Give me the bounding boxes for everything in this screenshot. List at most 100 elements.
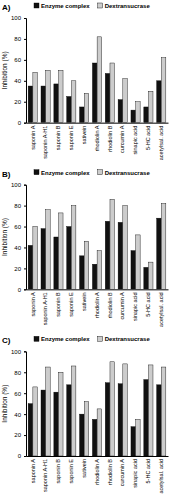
bar — [41, 390, 45, 456]
y-axis: 020406080100 — [11, 15, 27, 126]
x-tick-label: curcumin A — [119, 292, 125, 320]
legend-swatch — [98, 170, 103, 175]
y-tick-label: 100 — [11, 349, 22, 355]
panel-title: A) — [2, 3, 11, 12]
figure: A) 0 20 40 60 80 100 saponin A saponin A-H1 sapon… — [0, 0, 172, 500]
bar — [67, 97, 71, 123]
x-tick: 5-HC acid — [145, 289, 151, 316]
x-tick: acetylsal. acid — [158, 456, 164, 494]
bar — [136, 419, 140, 456]
bar — [123, 79, 127, 123]
bars — [28, 199, 166, 289]
bar — [71, 206, 75, 290]
y-tick: 60 — [14, 224, 26, 230]
y-tick: 20 — [14, 99, 26, 105]
y-tick: 60 — [14, 391, 26, 397]
y-axis-title: Inhibition (%) — [1, 385, 9, 423]
y-tick-label: 40 — [14, 78, 21, 84]
x-tick-label: curcumin A — [119, 459, 125, 487]
bars — [28, 362, 166, 456]
x-tick: saponin A — [30, 289, 36, 316]
y-axis: 020406080100 — [11, 182, 27, 293]
legend-item: Enzyme complex — [34, 336, 90, 342]
x-tick: sativein — [81, 123, 87, 145]
y-tick-label: 60 — [14, 224, 21, 230]
bar — [97, 37, 101, 123]
bar — [92, 419, 96, 456]
y-tick: 20 — [14, 432, 26, 438]
legend-label: Dextransucrase — [105, 3, 151, 9]
legend: Enzyme complexDextransucrase — [34, 170, 150, 176]
legend-swatch — [34, 336, 39, 341]
bar — [131, 251, 135, 290]
y-tick-label: 80 — [14, 203, 21, 209]
x-tick-label: saponin A-H1 — [42, 292, 48, 325]
bar — [144, 380, 148, 456]
x-tick-label: 5-HC acid — [145, 126, 151, 150]
plot: 020406080100saponin Asaponin A-H1saponin… — [11, 349, 169, 494]
legend-label: Dextransucrase — [105, 336, 151, 342]
y-tick-mark — [24, 372, 26, 373]
y-tick-label: 20 — [14, 99, 21, 105]
bar — [136, 235, 140, 289]
x-tick: sinapic acid — [132, 123, 138, 155]
x-tick: saponin A-H1 — [42, 456, 48, 492]
bar — [118, 100, 122, 123]
bar — [59, 70, 63, 122]
bar — [136, 102, 140, 123]
bar — [157, 81, 161, 123]
panel: C)020406080100saponin Asaponin A-H1sapon… — [1, 336, 169, 493]
bar — [161, 204, 165, 290]
plot: 020406080100saponin Asaponin A-H1saponin… — [11, 182, 169, 327]
y-tick: 0 — [18, 287, 26, 293]
x-tick: saponin A-H1 — [42, 289, 48, 325]
y-tick: 0 — [18, 120, 26, 126]
bar — [157, 385, 161, 456]
x-tick-label: saponin B — [55, 292, 61, 317]
x-tick-label: saponin A — [30, 292, 36, 316]
x-tick-label: curcumin A — [119, 125, 125, 153]
bar — [161, 367, 165, 456]
bar — [110, 63, 114, 123]
bar — [54, 392, 58, 456]
x-tick: saponin A-H1 — [42, 123, 48, 159]
x-axis: saponin Asaponin A-H1saponin Bsaponin Es… — [27, 123, 169, 161]
legend: Enzyme complex Dextransucrase — [34, 336, 150, 342]
x-axis: saponin Asaponin A-H1saponin Bsaponin Es… — [27, 289, 169, 327]
x-tick: saponin E — [68, 289, 74, 316]
y-tick-mark — [24, 185, 26, 186]
y-tick: 60 — [14, 57, 26, 63]
y-tick: 100 — [11, 349, 26, 355]
bar — [123, 364, 127, 456]
x-tick-label: saponin A — [30, 459, 36, 483]
y-tick: 40 — [14, 78, 26, 84]
bar — [144, 107, 148, 123]
bar — [46, 70, 50, 122]
bar — [131, 110, 135, 123]
y-axis-line — [24, 185, 27, 290]
legend-swatch — [34, 170, 39, 175]
bar — [105, 73, 109, 122]
y-tick-mark — [24, 39, 26, 40]
y-axis-title: Inhibition (%) — [1, 218, 9, 256]
x-axis: saponin Asaponin A-H1saponin Bsaponin Es… — [27, 456, 169, 494]
bar — [80, 256, 84, 289]
y-tick-label: 80 — [14, 370, 21, 376]
bar — [149, 262, 153, 289]
x-tick-label: saponin A — [30, 125, 36, 149]
y-tick: 0 — [18, 453, 26, 459]
bar — [84, 402, 88, 456]
legend-label: Dextransucrase — [105, 170, 151, 176]
bar — [144, 267, 148, 289]
bar — [149, 91, 153, 122]
y-tick-label: 100 — [11, 15, 22, 21]
bar — [92, 63, 96, 123]
legend-swatch — [98, 3, 103, 8]
bar — [97, 251, 101, 290]
x-tick-label: rhodiolin A — [94, 459, 100, 485]
bar — [110, 362, 114, 456]
bar — [28, 404, 32, 456]
x-tick-label: saponin A-H1 — [42, 459, 48, 492]
x-tick-label: rhodiolin B — [107, 292, 113, 318]
bar — [80, 414, 84, 456]
